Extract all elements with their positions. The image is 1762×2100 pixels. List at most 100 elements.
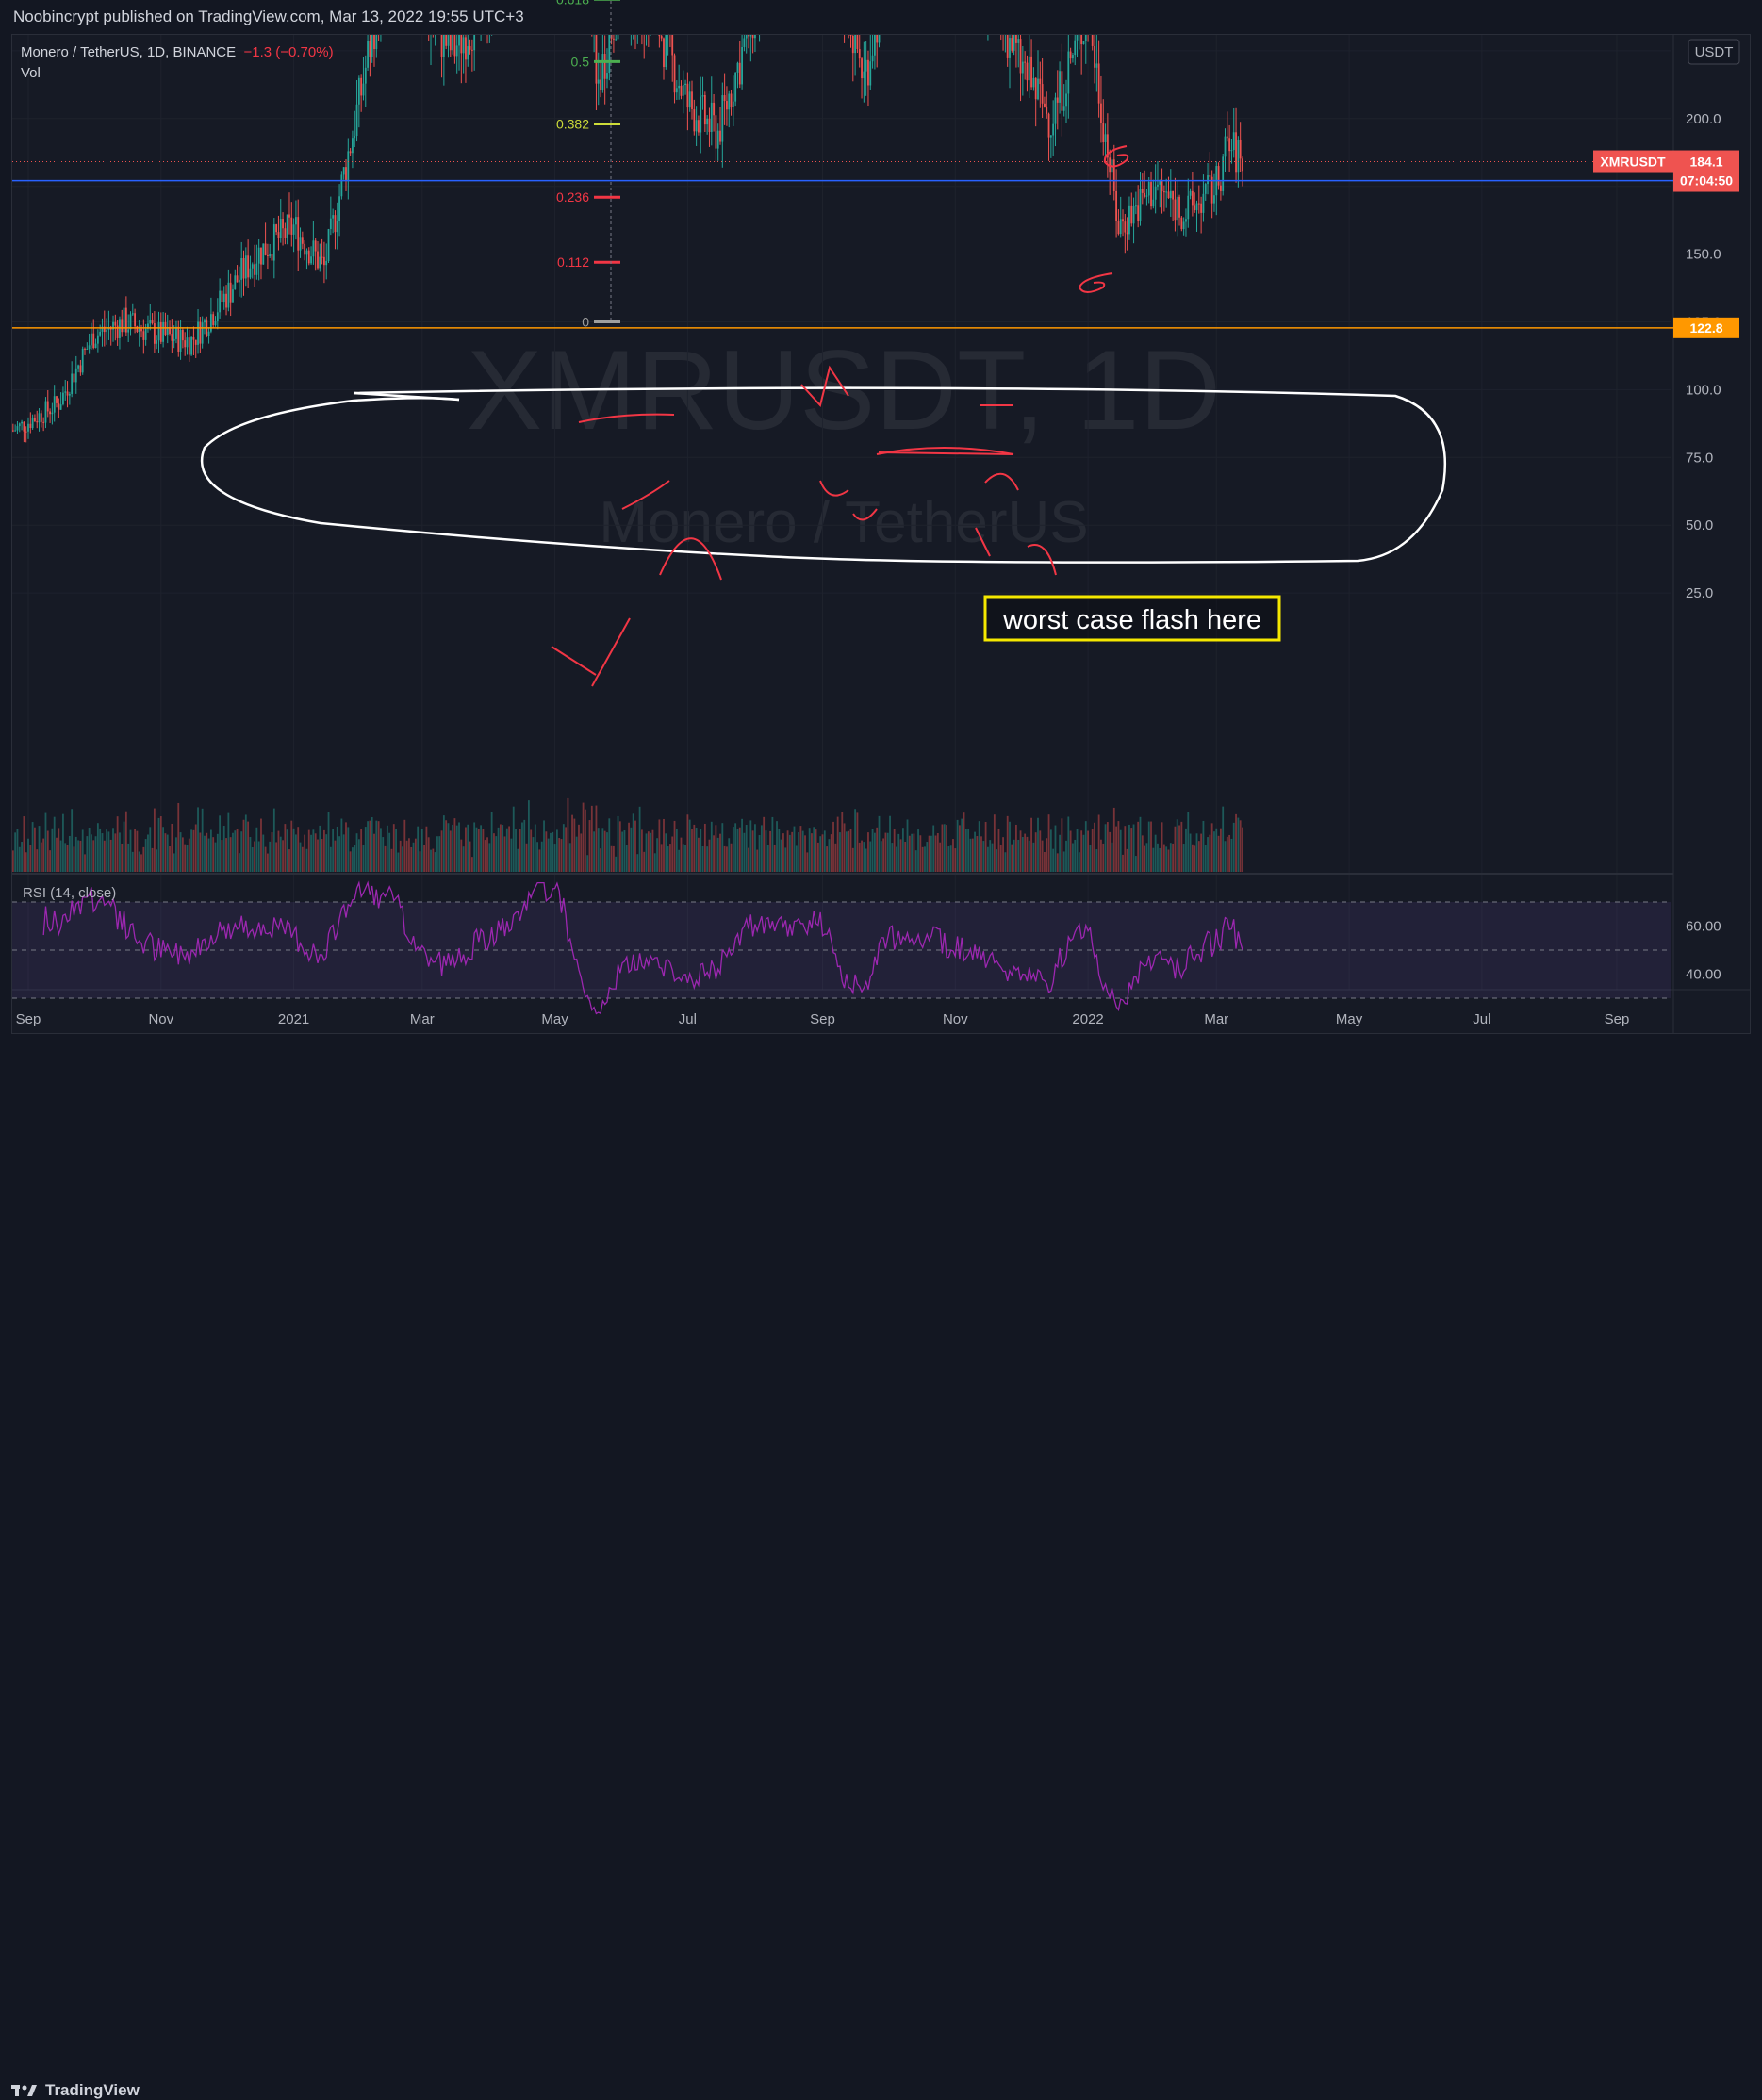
volume-bar: [18, 846, 21, 872]
candle-body: [460, 35, 463, 54]
volume-bar: [484, 840, 486, 872]
candle-body: [305, 250, 308, 255]
volume-bar: [1169, 843, 1172, 872]
candle-body: [654, 4, 656, 11]
candle-body: [238, 279, 240, 283]
candle-body: [262, 243, 265, 265]
candle-body: [436, 23, 438, 29]
volume-bar: [749, 820, 752, 872]
volume-bar: [778, 829, 781, 872]
candle-body: [321, 256, 323, 258]
candle-body: [123, 307, 125, 333]
chart-frame[interactable]: [11, 34, 1751, 1034]
volume-bar: [29, 845, 32, 872]
candle-body: [478, 0, 480, 10]
volume-bar: [1165, 846, 1168, 872]
volume-bar: [588, 820, 591, 872]
volume-bar: [1004, 852, 1007, 872]
candle-body: [131, 313, 134, 315]
volume-bar: [103, 840, 106, 872]
volume-bar: [519, 829, 521, 872]
volume-bar: [53, 816, 56, 872]
volume-bar: [1209, 834, 1211, 872]
volume-bar: [153, 808, 156, 872]
volume-bar: [251, 846, 254, 872]
volume-bar: [819, 836, 822, 872]
candle-body: [49, 411, 51, 415]
volume-bar: [164, 833, 167, 872]
volume-bar: [1226, 836, 1228, 872]
chart-canvas[interactable]: XMRUSDT, 1D Monero / TetherUS 21.6181.27…: [0, 0, 1762, 1078]
time-axis-label: Sep: [810, 1011, 835, 1027]
volume-bar: [765, 830, 767, 872]
volume-bar: [1019, 830, 1022, 872]
volume-bar: [312, 829, 315, 872]
candle-body: [608, 35, 611, 74]
candle-body: [643, 20, 645, 30]
candle-body: [364, 67, 367, 84]
candle-body: [1242, 158, 1243, 172]
volume-bar: [79, 840, 82, 872]
candle-body: [708, 118, 711, 132]
volume-bar: [1065, 840, 1067, 872]
candle-body: [329, 218, 332, 230]
volume-bar: [643, 851, 646, 872]
annotation-box[interactable]: worst case flash here: [983, 595, 1281, 642]
volume-bar: [171, 823, 173, 872]
volume-bar: [21, 842, 23, 872]
candle-body: [673, 55, 676, 93]
candle-body: [257, 247, 260, 264]
candle-body: [112, 321, 114, 330]
candle-body: [21, 421, 23, 424]
volume-bar: [625, 845, 628, 872]
candle-body: [1028, 56, 1030, 81]
volume-bar: [46, 830, 49, 872]
volume-bar: [547, 838, 550, 872]
tradingview-logo[interactable]: TradingView: [11, 2081, 140, 2100]
volume-bar: [1059, 834, 1061, 872]
volume-bar: [1174, 826, 1177, 872]
volume-bar: [865, 848, 867, 872]
volume-bar: [741, 818, 743, 872]
volume-bar: [201, 808, 204, 872]
currency-label[interactable]: USDT: [1688, 39, 1740, 65]
candle-body: [675, 88, 678, 93]
legend-symbol: Monero / TetherUS, 1D, BINANCE: [21, 44, 237, 60]
volume-bar: [715, 825, 717, 872]
candle-body: [486, 18, 488, 19]
volume-bar: [680, 837, 683, 872]
candle-body: [59, 404, 62, 410]
volume-bar: [932, 825, 935, 872]
volume-bar: [991, 843, 994, 872]
candle-body: [1094, 45, 1095, 68]
volume-bar: [1106, 822, 1109, 872]
candle-body: [1032, 77, 1035, 88]
time-axis[interactable]: Sep Nov 2021 Mar May Jul Sep Nov 2022 Mar May Jul Se…: [16, 1011, 1630, 1027]
volume-bar: [708, 839, 711, 872]
volume-bar: [615, 856, 618, 872]
volume-bar: [234, 830, 237, 872]
time-axis-label: Mar: [1204, 1011, 1228, 1027]
candle-body: [610, 35, 613, 39]
volume-bar: [414, 838, 417, 872]
volume-bar: [834, 843, 837, 872]
volume-bar: [369, 820, 371, 872]
red-trend-stroke: [659, 537, 722, 581]
volume-bar: [505, 828, 508, 872]
volume-bar: [1104, 824, 1107, 872]
candle-body: [1226, 136, 1228, 139]
volume-bar: [338, 836, 340, 872]
time-axis-label: Sep: [16, 1011, 41, 1027]
volume-bar: [373, 833, 375, 872]
candle-body: [844, 0, 846, 13]
candle-body: [159, 321, 162, 342]
volume-bar: [307, 829, 310, 872]
volume-bar: [884, 832, 887, 872]
volume-bar: [841, 812, 844, 872]
candle-body: [715, 115, 717, 149]
candle-body: [12, 430, 14, 432]
volume-bar: [197, 807, 199, 872]
candle-body: [1157, 184, 1159, 187]
volume-bar: [989, 840, 992, 872]
volume-bar: [896, 846, 897, 872]
